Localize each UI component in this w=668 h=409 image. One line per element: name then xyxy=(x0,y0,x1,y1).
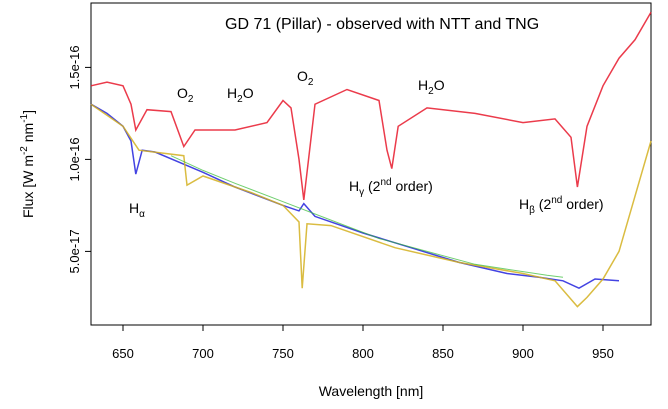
y-axis: 5.0e-17 1.0e-16 1.5e-16 xyxy=(67,45,91,273)
y-axis-title-mid: nm xyxy=(20,123,36,146)
y-tick-label: 1.0e-16 xyxy=(67,137,82,181)
x-tick-label: 850 xyxy=(432,346,454,361)
series-layer xyxy=(90,11,652,308)
x-tick-label: 950 xyxy=(592,346,614,361)
annotation-h2o-second: H2O xyxy=(418,77,445,97)
annotation-h-beta: Hβ (2nd order) xyxy=(519,195,604,216)
series-line-yellow-arm xyxy=(90,103,652,308)
y-axis-title-end: ] xyxy=(20,110,36,114)
annotation-h2o-first: H2O xyxy=(227,85,254,105)
x-tick-label: 750 xyxy=(272,346,294,361)
y-axis-title-sup2: -1 xyxy=(19,113,30,122)
series-line-blue-arm xyxy=(90,103,620,290)
y-axis-title: Flux [W m-2 nm-1] xyxy=(19,110,36,218)
x-axis-title: Wavelength [nm] xyxy=(319,383,424,399)
y-tick-label: 1.5e-16 xyxy=(67,45,82,89)
x-axis: 650 700 750 800 850 900 950 xyxy=(112,325,614,361)
x-tick-label: 800 xyxy=(352,346,374,361)
annotation-h-gamma: Hγ (2nd order) xyxy=(349,177,433,198)
annotation-o2-second: O2 xyxy=(297,68,314,88)
plot-frame xyxy=(90,2,652,326)
x-tick-label: 650 xyxy=(112,346,134,361)
x-tick-label: 900 xyxy=(512,346,534,361)
y-axis-title-sup1: -2 xyxy=(19,146,30,155)
y-axis-title-main: Flux [W m xyxy=(20,155,36,218)
annotation-h-alpha: Hα xyxy=(129,200,145,220)
x-tick-label: 700 xyxy=(192,346,214,361)
chart-title: GD 71 (Pillar) - observed with NTT and T… xyxy=(225,16,539,33)
annotation-o2-first: O2 xyxy=(177,85,194,105)
series-line-red-arm xyxy=(90,11,652,200)
y-tick-label: 5.0e-17 xyxy=(67,229,82,273)
series-line-green-arm xyxy=(170,155,564,278)
